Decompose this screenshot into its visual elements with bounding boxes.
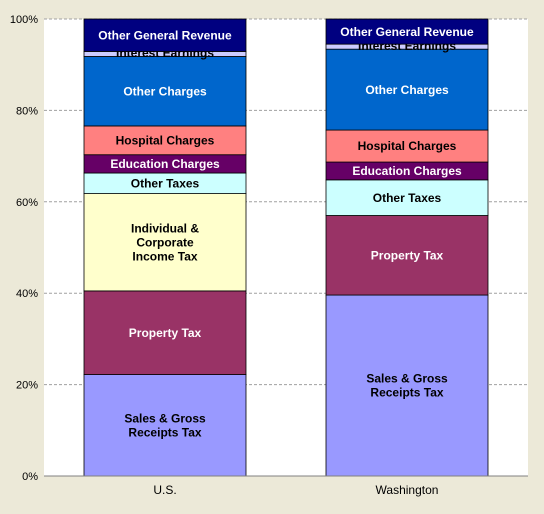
segment-label: Receipts Tax bbox=[370, 386, 443, 400]
y-tick-label: 0% bbox=[22, 471, 38, 483]
segment-label: Income Tax bbox=[132, 249, 197, 263]
y-axis-ticks: 0% 20% 40% 60% 80% 100% bbox=[10, 14, 38, 483]
bar-segment bbox=[83, 193, 247, 292]
bar-segment bbox=[325, 129, 489, 163]
segment-label: Sales & Gross bbox=[124, 411, 206, 425]
segment-label: Sales & Gross bbox=[366, 372, 448, 386]
bar-segment bbox=[325, 179, 489, 216]
segment-label: Other Taxes bbox=[373, 191, 442, 205]
segment-label: Corporate bbox=[136, 235, 194, 249]
segment-label: Education Charges bbox=[110, 157, 220, 171]
segment-label: Other General Revenue bbox=[98, 28, 232, 42]
segment-label: Other Taxes bbox=[131, 176, 200, 190]
segment-label: Hospital Charges bbox=[116, 134, 215, 148]
segment-label: Other Charges bbox=[365, 83, 449, 97]
y-tick-label: 40% bbox=[16, 288, 38, 300]
y-tick-label: 80% bbox=[16, 105, 38, 117]
segment-label: Property Tax bbox=[371, 248, 444, 262]
segment-label: Other General Revenue bbox=[340, 25, 474, 39]
segment-label: Education Charges bbox=[352, 164, 462, 178]
bar-segment bbox=[325, 294, 489, 477]
bar-segment bbox=[325, 215, 489, 296]
segment-label: Property Tax bbox=[129, 326, 202, 340]
segment-label: Other Charges bbox=[123, 84, 207, 98]
bar-segment bbox=[83, 18, 247, 52]
segment-label: Hospital Charges bbox=[358, 139, 457, 153]
y-tick-label: 60% bbox=[16, 197, 38, 209]
bar-segment bbox=[325, 18, 489, 45]
x-tick-label: Washington bbox=[376, 483, 439, 497]
bar-segment bbox=[83, 125, 247, 156]
x-axis-labels: U.S. Washington bbox=[153, 483, 438, 497]
bar-segment bbox=[83, 290, 247, 375]
bar-segment bbox=[325, 48, 489, 131]
segment-label: Receipts Tax bbox=[128, 425, 201, 439]
y-tick-label: 20% bbox=[16, 380, 38, 392]
segment-label: Individual & bbox=[131, 221, 199, 235]
y-tick-label: 100% bbox=[10, 14, 38, 26]
x-tick-label: U.S. bbox=[153, 483, 176, 497]
bar-segment bbox=[83, 56, 247, 127]
